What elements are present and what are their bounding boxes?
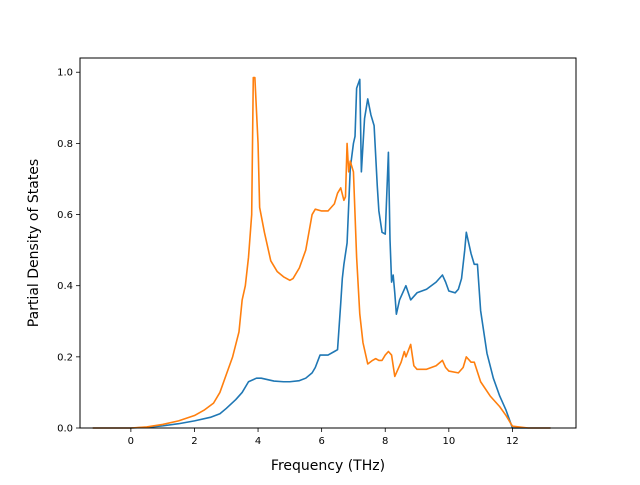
y-axis-label: Partial Density of States xyxy=(26,159,42,327)
y-axis-ticks: 0.0 0.2 0.4 0.6 0.8 1.0 xyxy=(57,68,80,435)
y-tick-label: 0.0 xyxy=(57,424,73,435)
x-axis-ticks: 0 2 4 6 8 10 12 xyxy=(128,428,519,447)
x-tick-label: 12 xyxy=(506,436,519,447)
series-layer xyxy=(92,76,551,429)
x-tick-label: 2 xyxy=(191,436,197,447)
x-tick-label: 8 xyxy=(382,436,388,447)
y-tick-label: 0.6 xyxy=(57,210,73,221)
x-tick-label: 4 xyxy=(255,436,261,447)
plot-frame xyxy=(79,57,577,429)
y-tick-label: 0.2 xyxy=(57,352,73,363)
x-tick-label: 10 xyxy=(442,436,455,447)
y-tick-label: 0.4 xyxy=(57,281,73,292)
y-tick-label: 1.0 xyxy=(57,68,73,79)
series-line-1 xyxy=(92,78,551,429)
x-tick-label: 0 xyxy=(128,436,134,447)
plot-area xyxy=(80,58,576,428)
x-axis-label: Frequency (THz) xyxy=(271,458,385,474)
series-line-2 xyxy=(92,76,551,429)
y-tick-label: 0.8 xyxy=(57,139,73,150)
x-tick-label: 6 xyxy=(318,436,324,447)
